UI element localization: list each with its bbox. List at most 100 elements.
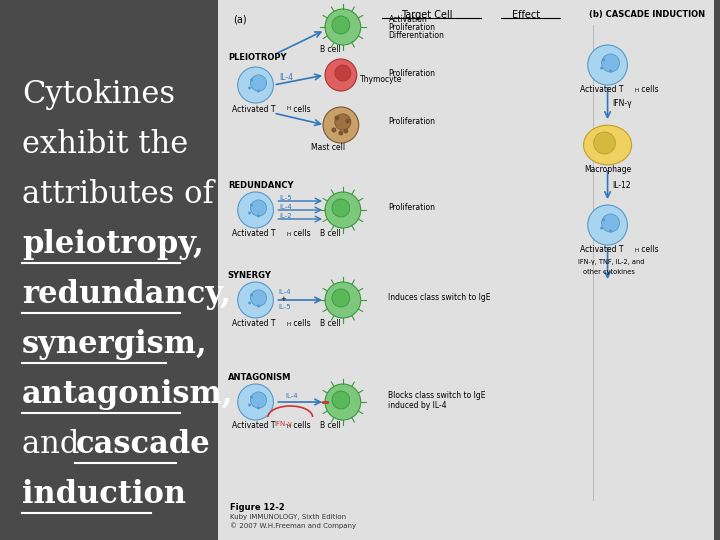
Text: Activated T: Activated T	[232, 320, 275, 328]
Text: Activated T: Activated T	[232, 105, 275, 113]
Text: Proliferation: Proliferation	[389, 117, 436, 125]
Text: IL-4: IL-4	[279, 72, 293, 82]
Text: H: H	[287, 321, 290, 327]
Text: cells: cells	[292, 105, 311, 113]
Text: induction: induction	[22, 479, 186, 510]
Circle shape	[335, 65, 351, 81]
Text: redundancy,: redundancy,	[22, 279, 230, 310]
Text: IL-5: IL-5	[279, 195, 292, 201]
Text: Differentiation: Differentiation	[389, 31, 444, 40]
Circle shape	[238, 192, 274, 228]
Text: pleiotropy,: pleiotropy,	[22, 229, 204, 260]
Text: H: H	[287, 106, 290, 111]
Text: REDUNDANCY: REDUNDANCY	[228, 180, 293, 190]
Circle shape	[331, 127, 336, 132]
Text: (b) CASCADE INDUCTION: (b) CASCADE INDUCTION	[589, 10, 706, 19]
Circle shape	[332, 199, 350, 217]
Text: and: and	[22, 429, 89, 460]
Text: H: H	[287, 232, 290, 237]
Text: Activated T: Activated T	[232, 422, 275, 430]
Text: IL-4: IL-4	[279, 204, 292, 210]
Text: Cytokines: Cytokines	[22, 79, 175, 110]
Text: +: +	[280, 296, 287, 302]
Text: cells: cells	[292, 230, 311, 239]
Text: B cell: B cell	[320, 422, 341, 430]
Text: Proliferation: Proliferation	[389, 69, 436, 78]
Circle shape	[251, 75, 266, 91]
Circle shape	[238, 282, 274, 318]
Text: IL-5: IL-5	[279, 304, 291, 310]
Text: IL-4: IL-4	[285, 393, 298, 399]
Text: Macrophage: Macrophage	[584, 165, 631, 174]
Circle shape	[346, 118, 351, 124]
Text: IL-2: IL-2	[279, 213, 292, 219]
Text: other cytokines: other cytokines	[582, 269, 634, 275]
Text: Mast cell: Mast cell	[311, 143, 345, 152]
Circle shape	[257, 214, 260, 218]
Circle shape	[602, 214, 619, 232]
Text: Target Cell: Target Cell	[400, 10, 452, 20]
Text: H: H	[634, 247, 639, 253]
Text: B cell: B cell	[320, 44, 341, 53]
Text: Kuby IMMUNOLOGY, Sixth Edition: Kuby IMMUNOLOGY, Sixth Edition	[230, 514, 346, 520]
Circle shape	[600, 66, 603, 70]
Text: IL-12: IL-12	[613, 180, 631, 190]
Bar	[218, 0, 714, 540]
Text: Effect: Effect	[512, 10, 540, 20]
Text: Activated T: Activated T	[580, 246, 624, 254]
Circle shape	[248, 301, 251, 305]
Text: Thymocyte: Thymocyte	[360, 75, 402, 84]
Circle shape	[251, 392, 266, 408]
Text: antagonism,: antagonism,	[22, 379, 233, 410]
Text: induced by IL-4: induced by IL-4	[389, 402, 447, 410]
Text: IFN-γ: IFN-γ	[274, 421, 292, 427]
Text: PLEIOTROPY: PLEIOTROPY	[228, 52, 287, 62]
Circle shape	[248, 403, 251, 407]
Circle shape	[588, 205, 627, 245]
Text: IFN-γ, TNF, IL-2, and: IFN-γ, TNF, IL-2, and	[577, 259, 644, 265]
Circle shape	[257, 407, 260, 409]
Circle shape	[332, 289, 350, 307]
Circle shape	[250, 78, 253, 82]
Circle shape	[338, 131, 343, 136]
Circle shape	[251, 200, 266, 216]
Circle shape	[335, 114, 351, 130]
Text: cells: cells	[292, 320, 311, 328]
Text: cells: cells	[639, 246, 659, 254]
Circle shape	[332, 16, 350, 34]
Text: H: H	[287, 423, 290, 429]
Circle shape	[257, 305, 260, 307]
Circle shape	[600, 226, 603, 230]
Text: Proliferation: Proliferation	[389, 24, 436, 32]
Text: Blocks class switch to IgE: Blocks class switch to IgE	[389, 392, 486, 401]
Circle shape	[257, 90, 260, 92]
Text: B cell: B cell	[320, 320, 341, 328]
Text: IFN-γ: IFN-γ	[613, 98, 632, 107]
Text: ANTAGONISM: ANTAGONISM	[228, 373, 291, 381]
Text: Activation: Activation	[389, 16, 427, 24]
Circle shape	[325, 384, 361, 420]
Text: IL-4: IL-4	[279, 289, 291, 295]
Text: Activated T: Activated T	[580, 85, 624, 94]
Circle shape	[325, 9, 361, 45]
Text: Figure 12-2: Figure 12-2	[230, 503, 284, 512]
Circle shape	[609, 70, 612, 72]
Circle shape	[238, 67, 274, 103]
Circle shape	[343, 129, 348, 133]
Circle shape	[238, 384, 274, 420]
Text: synergism,: synergism,	[22, 329, 207, 360]
Text: Induces class switch to IgE: Induces class switch to IgE	[389, 294, 491, 302]
Text: SYNERGY: SYNERGY	[228, 271, 271, 280]
Text: exhibit the: exhibit the	[22, 129, 188, 160]
Ellipse shape	[583, 125, 631, 165]
Circle shape	[332, 391, 350, 409]
Circle shape	[250, 204, 253, 206]
Circle shape	[248, 86, 251, 90]
Text: cells: cells	[639, 85, 659, 94]
Circle shape	[251, 290, 266, 306]
Bar	[0, 0, 218, 540]
Text: B cell: B cell	[320, 230, 341, 239]
Text: H: H	[634, 87, 639, 92]
Text: Proliferation: Proliferation	[389, 204, 436, 213]
Circle shape	[325, 59, 356, 91]
